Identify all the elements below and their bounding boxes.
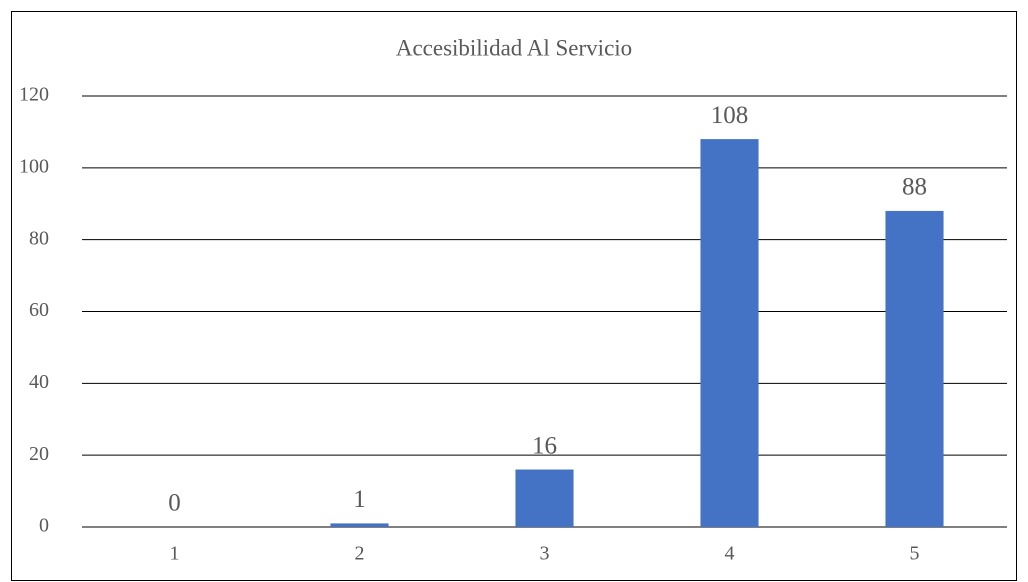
- y-tick-label: 60: [29, 299, 49, 321]
- bar: [885, 210, 944, 527]
- x-tick-label: 1: [170, 543, 180, 565]
- y-tick-label: 100: [19, 155, 49, 177]
- data-label: 16: [532, 432, 557, 459]
- x-tick-label: 4: [725, 543, 735, 565]
- chart-frame: [11, 11, 1017, 581]
- data-label: 1: [353, 486, 366, 513]
- bar: [515, 469, 574, 527]
- x-tick-label: 5: [910, 543, 920, 565]
- y-tick-label: 20: [29, 443, 49, 465]
- data-label: 108: [711, 102, 749, 129]
- chart-title: Accesibilidad Al Servicio: [396, 35, 632, 60]
- bar: [700, 139, 759, 527]
- bar: [330, 523, 389, 527]
- y-tick-label: 40: [29, 371, 49, 393]
- data-label: 0: [168, 490, 181, 517]
- x-tick-label: 2: [355, 543, 365, 565]
- x-tick-label: 3: [540, 543, 550, 565]
- data-label: 88: [902, 174, 927, 201]
- y-tick-label: 80: [29, 227, 49, 249]
- y-tick-label: 0: [39, 515, 49, 537]
- y-tick-label: 120: [19, 84, 49, 106]
